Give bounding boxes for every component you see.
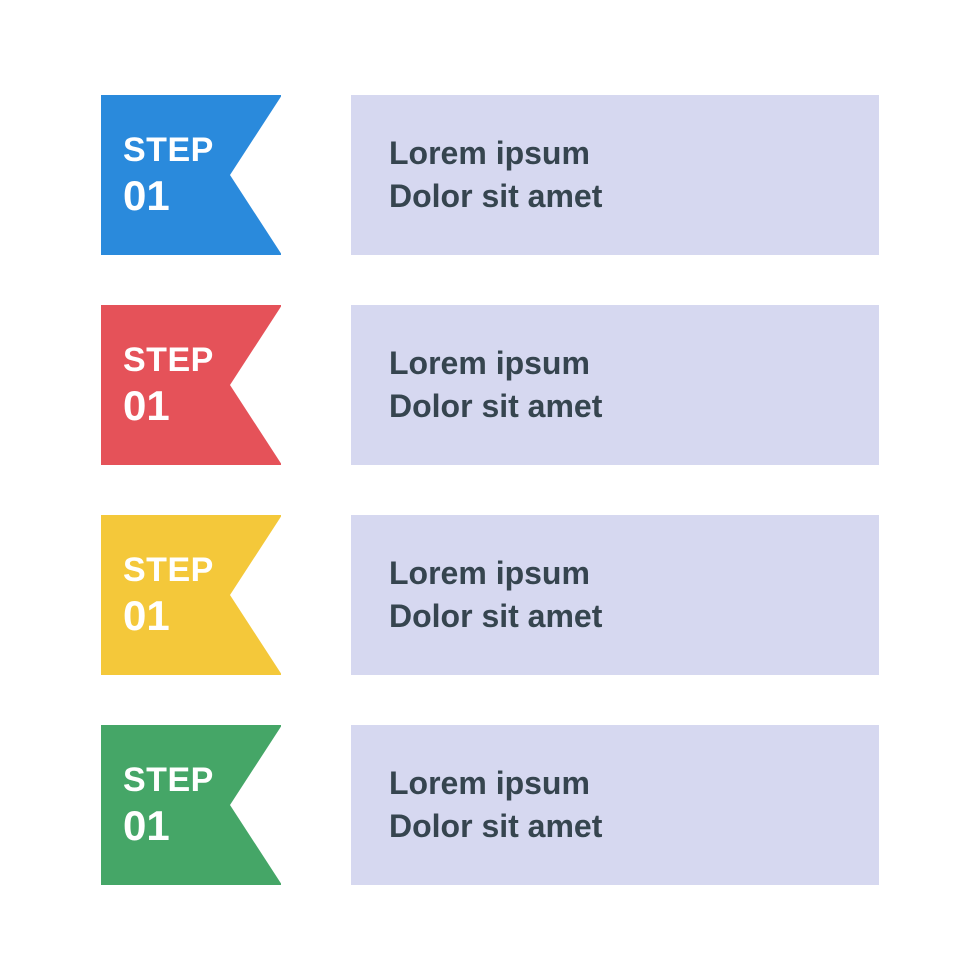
step-label: STEP — [123, 341, 281, 380]
step-description-4: Lorem ipsum Dolor sit amet — [351, 725, 879, 885]
step-desc-line2: Dolor sit amet — [389, 808, 879, 845]
step-desc-line2: Dolor sit amet — [389, 598, 879, 635]
step-badge-1: STEP01 — [101, 95, 281, 255]
step-description-2: Lorem ipsum Dolor sit amet — [351, 305, 879, 465]
steps-infographic: STEP01Lorem ipsumDolor sit ametSTEP01Lor… — [101, 95, 879, 885]
step-label: STEP — [123, 551, 281, 590]
step-desc-line2: Dolor sit amet — [389, 388, 879, 425]
step-badge-2: STEP01 — [101, 305, 281, 465]
step-badge-4: STEP01 — [101, 725, 281, 885]
step-number: 01 — [123, 382, 281, 430]
step-number: 01 — [123, 172, 281, 220]
step-desc-line1: Lorem ipsum — [389, 135, 879, 172]
step-label: STEP — [123, 761, 281, 800]
step-desc-line2: Dolor sit amet — [389, 178, 879, 215]
step-row-1: STEP01 Lorem ipsum Dolor sit amet — [101, 95, 879, 255]
step-desc-line1: Lorem ipsum — [389, 345, 879, 382]
step-desc-line1: Lorem ipsum — [389, 765, 879, 802]
step-desc-line1: Lorem ipsum — [389, 555, 879, 592]
step-badge-3: STEP01 — [101, 515, 281, 675]
step-description-1: Lorem ipsum Dolor sit amet — [351, 95, 879, 255]
step-number: 01 — [123, 592, 281, 640]
step-number: 01 — [123, 802, 281, 850]
step-row-2: STEP01 Lorem ipsum Dolor sit amet — [101, 305, 879, 465]
step-label: STEP — [123, 131, 281, 170]
step-description-3: Lorem ipsum Dolor sit amet — [351, 515, 879, 675]
step-row-3: STEP01 Lorem ipsum Dolor sit amet — [101, 515, 879, 675]
step-row-4: STEP01 Lorem ipsum Dolor sit amet — [101, 725, 879, 885]
